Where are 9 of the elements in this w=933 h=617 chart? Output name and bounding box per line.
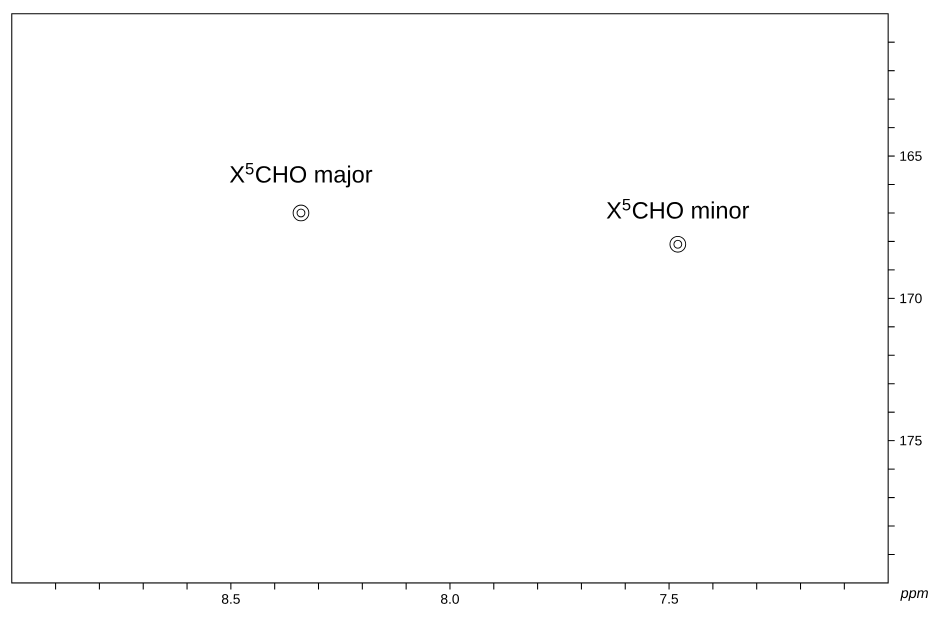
annotation: X$^{5}$CHO major	[230, 162, 372, 188]
y-tick-label: 175	[900, 436, 922, 446]
y-tick-label: 170	[900, 293, 922, 304]
annotation: X$^{5}$CHO minor	[606, 198, 750, 219]
y-tick-label: 165	[900, 151, 922, 161]
x-tick-label: 8.5	[222, 594, 240, 604]
x-axis-title: ppm	[900, 590, 928, 601]
x-tick-label: 7.5	[660, 594, 678, 604]
x-tick-label: 8.0	[441, 594, 459, 604]
